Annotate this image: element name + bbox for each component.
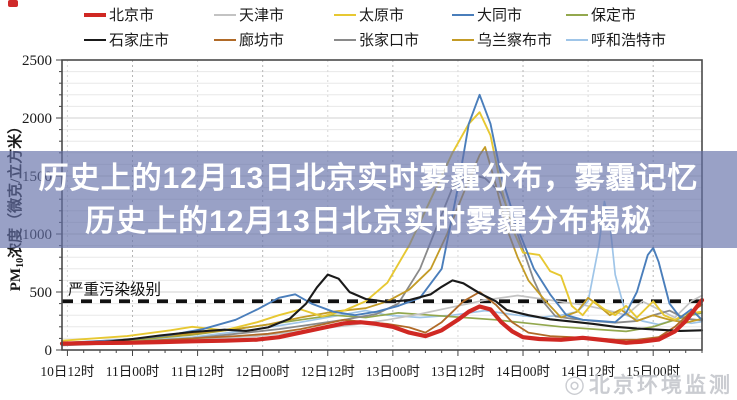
legend-swatch-icon: [214, 13, 236, 16]
legend-swatch-icon: [214, 38, 236, 41]
x-tick-label: 10日12时: [40, 364, 94, 379]
severe-pollution-label: 严重污染级别: [68, 280, 161, 298]
legend-label: 乌兰察布市: [477, 33, 553, 49]
legend-item-天津市: 天津市: [214, 4, 334, 25]
legend-label: 呼和浩特市: [591, 33, 667, 49]
overlay-title-line1: 历史上的12月13日北京实时雾霾分布，雾霾记忆: [38, 161, 699, 195]
legend-label: 北京市: [109, 8, 155, 24]
y-tick-label: 500: [30, 285, 53, 301]
legend-swatch-icon: [84, 12, 106, 17]
legend-item-大同市: 大同市: [452, 4, 566, 25]
x-tick-label: 14日12时: [561, 364, 615, 379]
legend-swatch-icon: [452, 38, 474, 41]
legend-item-呼和浩特市: 呼和浩特市: [566, 29, 706, 50]
legend-item-张家口市: 张家口市: [334, 29, 452, 50]
legend-label: 天津市: [239, 8, 285, 24]
legend-swatch-icon: [84, 38, 106, 41]
x-tick-label: 14日00时: [496, 364, 550, 379]
chart-legend: 北京市 天津市 太原市 大同市 保定市石家庄市 廊坊市 张家口市 乌兰察布市 呼和浩特市: [84, 2, 724, 52]
record-indicator-dot: [8, 0, 18, 7]
legend-label: 太原市: [359, 8, 405, 24]
x-tick-label: 11日12时: [171, 364, 225, 379]
y-tick-label: 2500: [22, 53, 52, 69]
legend-item-太原市: 太原市: [334, 4, 452, 25]
watermark: ◎ 北京环境监测: [564, 369, 733, 399]
series-line-大同市: [61, 93, 703, 344]
legend-label: 廊坊市: [239, 33, 285, 49]
y-tick-label: 2000: [22, 111, 52, 127]
watermark-text: 北京环境监测: [589, 374, 733, 397]
legend-item-保定市: 保定市: [566, 4, 706, 25]
x-tick-label: 15日00时: [626, 364, 680, 379]
watermark-logo-icon: ◎: [564, 370, 585, 398]
series-line-天津市: [61, 294, 703, 346]
series-line-石家庄市: [60, 273, 704, 346]
x-tick-label: 12日00时: [236, 364, 290, 379]
legend-label: 大同市: [477, 8, 523, 24]
x-tick-label: 13日12时: [431, 364, 485, 379]
x-tick-label: 12日12时: [301, 364, 355, 379]
legend-label: 张家口市: [359, 33, 420, 49]
series-line-北京市: [59, 298, 705, 346]
legend-label: 保定市: [591, 8, 637, 24]
legend-item-廊坊市: 廊坊市: [214, 29, 334, 50]
legend-swatch-icon: [566, 38, 588, 41]
series-line-廊坊市: [61, 291, 703, 346]
overlay-title-line2: 历史上的12月13日北京实时雾霾分布揭秘: [85, 204, 652, 238]
legend-item-石家庄市: 石家庄市: [84, 29, 214, 50]
x-tick-label: 11日00时: [106, 364, 160, 379]
legend-swatch-icon: [334, 13, 356, 16]
legend-swatch-icon: [566, 13, 588, 16]
x-tick-label: 13日00时: [366, 364, 420, 379]
title-overlay-band: 历史上的12月13日北京实时雾霾分布，雾霾记忆 历史上的12月13日北京实时雾霾…: [0, 151, 737, 248]
legend-item-北京市: 北京市: [84, 4, 214, 25]
y-tick-label: 0: [45, 343, 53, 359]
legend-label: 石家庄市: [109, 33, 170, 49]
legend-item-乌兰察布市: 乌兰察布市: [452, 29, 566, 50]
legend-swatch-icon: [452, 13, 474, 16]
legend-swatch-icon: [334, 38, 356, 41]
